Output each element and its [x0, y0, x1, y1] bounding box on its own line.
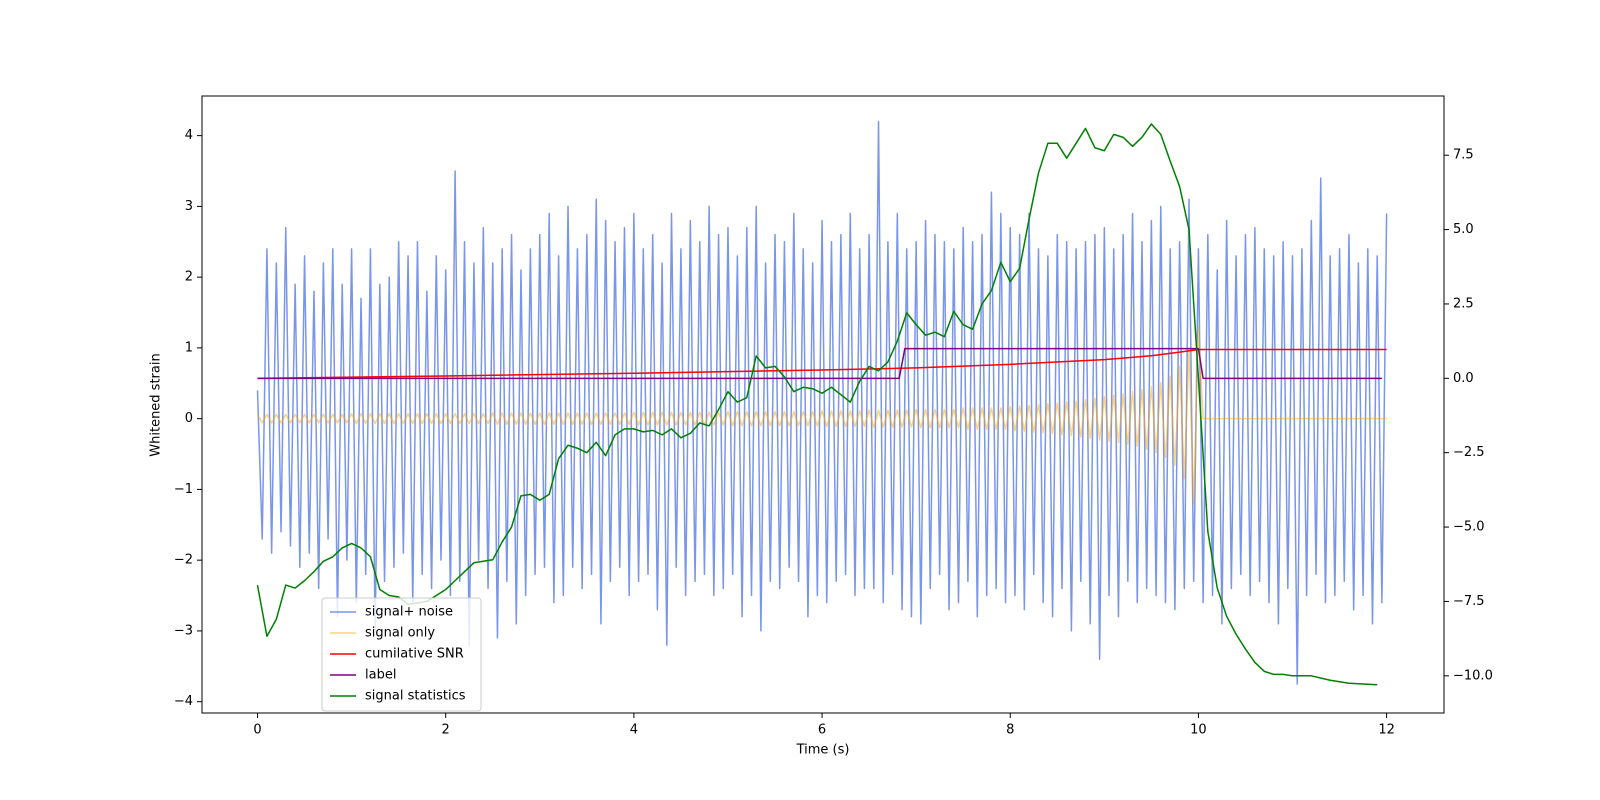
legend-label: signal statistics	[365, 689, 466, 704]
plot-frame	[201, 95, 1445, 714]
y2-tick-label: 2.5	[1453, 296, 1474, 311]
y-tick-label: −3	[174, 623, 193, 638]
plot-area	[256, 120, 1388, 686]
legend-label: cumilative SNR	[365, 647, 464, 662]
x-tick-label: 6	[818, 723, 826, 738]
y-tick-label: 3	[185, 199, 193, 214]
y-tick-label: 1	[185, 340, 193, 355]
x-tick-label: 8	[1006, 723, 1014, 738]
y-tick-label: 0	[185, 411, 193, 426]
x-tick-label: 12	[1378, 723, 1395, 738]
y-tick-label: −4	[174, 694, 193, 709]
series-line	[256, 123, 1378, 686]
series-line	[256, 120, 1388, 685]
y2-tick-label: −7.5	[1453, 594, 1485, 609]
y2-tick-label: −2.5	[1453, 445, 1485, 460]
series-line	[256, 325, 1387, 505]
y-tick-label: −1	[174, 482, 193, 497]
y-tick-label: −2	[174, 553, 193, 568]
x-tick-label: 2	[442, 723, 450, 738]
legend-label: label	[365, 668, 396, 683]
legend-label: signal only	[365, 626, 435, 641]
y2-tick-label: −5.0	[1453, 520, 1485, 535]
series-line	[257, 348, 1387, 380]
y2-tick-label: −10.0	[1453, 668, 1493, 683]
series-line	[257, 347, 1382, 380]
y-tick-label: 4	[185, 128, 193, 143]
y-axis-label: Whitened strain	[149, 353, 164, 456]
y2-tick-label: 7.5	[1453, 148, 1474, 163]
x-tick-label: 10	[1190, 723, 1207, 738]
legend-box	[321, 597, 482, 712]
legend-label: signal+ noise	[365, 605, 453, 620]
y2-tick-label: 5.0	[1453, 222, 1474, 237]
x-tick-label: 0	[253, 723, 261, 738]
x-tick-label: 4	[630, 723, 638, 738]
y2-tick-label: 0.0	[1453, 371, 1474, 386]
x-axis-label: Time (s)	[796, 743, 850, 758]
y-tick-label: 2	[185, 270, 193, 285]
